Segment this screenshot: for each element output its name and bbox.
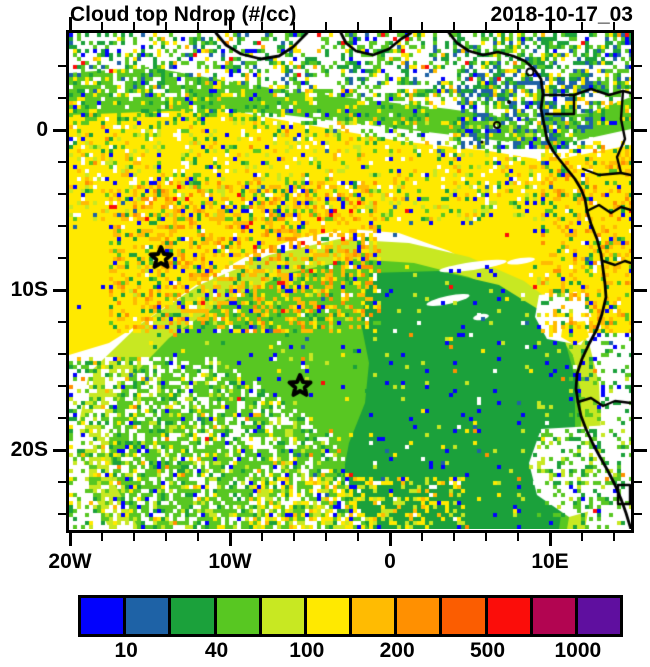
x-axis-tick <box>261 533 263 541</box>
y-axis-tick <box>53 288 66 292</box>
x-axis-tick <box>485 22 487 30</box>
colorbar-cell <box>442 598 488 634</box>
y-axis-tick <box>53 128 66 132</box>
y-axis-tick-label: 10S <box>10 278 48 301</box>
y-axis-tick <box>53 448 66 452</box>
x-axis-tick <box>581 533 583 541</box>
x-axis-tick <box>357 22 359 30</box>
y-axis-tick <box>634 65 642 67</box>
x-axis-tick <box>517 22 519 30</box>
x-axis-tick <box>293 533 295 541</box>
y-axis-tick-label: 0 <box>36 118 48 141</box>
y-axis-tick <box>634 385 642 387</box>
x-axis-tick <box>548 533 552 546</box>
x-axis-tick <box>68 17 72 30</box>
x-axis-tick <box>421 22 423 30</box>
y-axis-tick <box>58 321 66 323</box>
y-axis-tick <box>58 513 66 515</box>
x-axis-tick <box>197 22 199 30</box>
y-axis-tick <box>634 448 647 452</box>
y-axis-tick <box>58 385 66 387</box>
x-axis-tick <box>101 22 103 30</box>
colorbar-cell <box>171 598 217 634</box>
colorbar-cell <box>216 598 262 634</box>
x-axis-tick <box>357 533 359 541</box>
x-axis-tick-label: 10W <box>208 550 252 573</box>
plot-title: Cloud top Ndrop (#/cc) <box>70 3 297 26</box>
x-axis-tick <box>228 17 232 30</box>
x-axis-tick <box>197 533 199 541</box>
y-axis-tick <box>58 353 66 355</box>
colorbar-cell <box>397 598 443 634</box>
y-axis-tick <box>58 97 66 99</box>
y-axis-tick <box>58 161 66 163</box>
colorbar-tick-label: 500 <box>469 639 506 662</box>
x-axis-tick <box>453 533 455 541</box>
y-axis-tick <box>634 417 642 419</box>
colorbar-cell <box>81 598 127 634</box>
map-plot <box>69 33 631 529</box>
y-axis-tick <box>58 225 66 227</box>
colorbar-tick-label: 10 <box>114 639 138 662</box>
y-axis-tick <box>634 353 642 355</box>
x-axis-tick-label: 0 <box>384 550 396 573</box>
x-axis-tick <box>165 533 167 541</box>
x-axis-tick <box>421 533 423 541</box>
x-axis-tick <box>293 22 295 30</box>
x-axis-tick <box>228 533 232 546</box>
y-axis-tick <box>634 513 642 515</box>
x-axis-tick <box>261 22 263 30</box>
x-axis-tick-label: 10E <box>531 550 569 573</box>
x-axis-tick <box>581 22 583 30</box>
y-axis-tick <box>634 128 647 132</box>
y-axis-tick <box>634 321 642 323</box>
x-axis-tick <box>68 533 72 546</box>
x-axis-tick <box>325 533 327 541</box>
x-axis-tick-label: 20W <box>48 550 92 573</box>
colorbar-cell <box>532 598 578 634</box>
x-axis-tick <box>613 22 615 30</box>
y-axis-tick <box>634 288 647 292</box>
colorbar-cell <box>306 598 353 634</box>
plot-date: 2018-10-17_03 <box>490 3 633 26</box>
y-axis-tick <box>634 225 642 227</box>
y-axis-tick <box>58 481 66 483</box>
x-axis-tick <box>388 533 392 546</box>
colorbar-tick-label: 1000 <box>554 639 602 662</box>
colorbar-cell <box>352 598 398 634</box>
x-axis-tick <box>101 533 103 541</box>
y-axis-tick <box>634 97 642 99</box>
colorbar-tick-label: 40 <box>204 639 229 662</box>
y-axis-tick <box>634 257 642 259</box>
y-axis-tick <box>634 481 642 483</box>
y-axis-tick <box>58 257 66 259</box>
y-axis-tick <box>634 161 642 163</box>
x-axis-tick <box>613 533 615 541</box>
x-axis-tick <box>133 533 135 541</box>
colorbar-cell <box>487 598 533 634</box>
y-axis-tick-label: 20S <box>10 438 48 461</box>
colorbar-cell <box>261 598 307 634</box>
colorbar <box>78 595 623 637</box>
colorbar-cell <box>577 598 621 634</box>
x-axis-tick <box>325 22 327 30</box>
x-axis-tick <box>548 17 552 30</box>
x-axis-tick <box>517 533 519 541</box>
y-axis-tick <box>58 417 66 419</box>
colorbar-cell <box>126 598 172 634</box>
y-axis-tick <box>58 193 66 195</box>
colorbar-tick-label: 100 <box>289 639 325 662</box>
x-axis-tick <box>453 22 455 30</box>
x-axis-tick <box>133 22 135 30</box>
y-axis-tick <box>58 65 66 67</box>
x-axis-tick <box>165 22 167 30</box>
y-axis-tick <box>634 193 642 195</box>
colorbar-tick-label: 200 <box>379 639 415 662</box>
x-axis-tick <box>388 17 392 30</box>
x-axis-tick <box>485 533 487 541</box>
